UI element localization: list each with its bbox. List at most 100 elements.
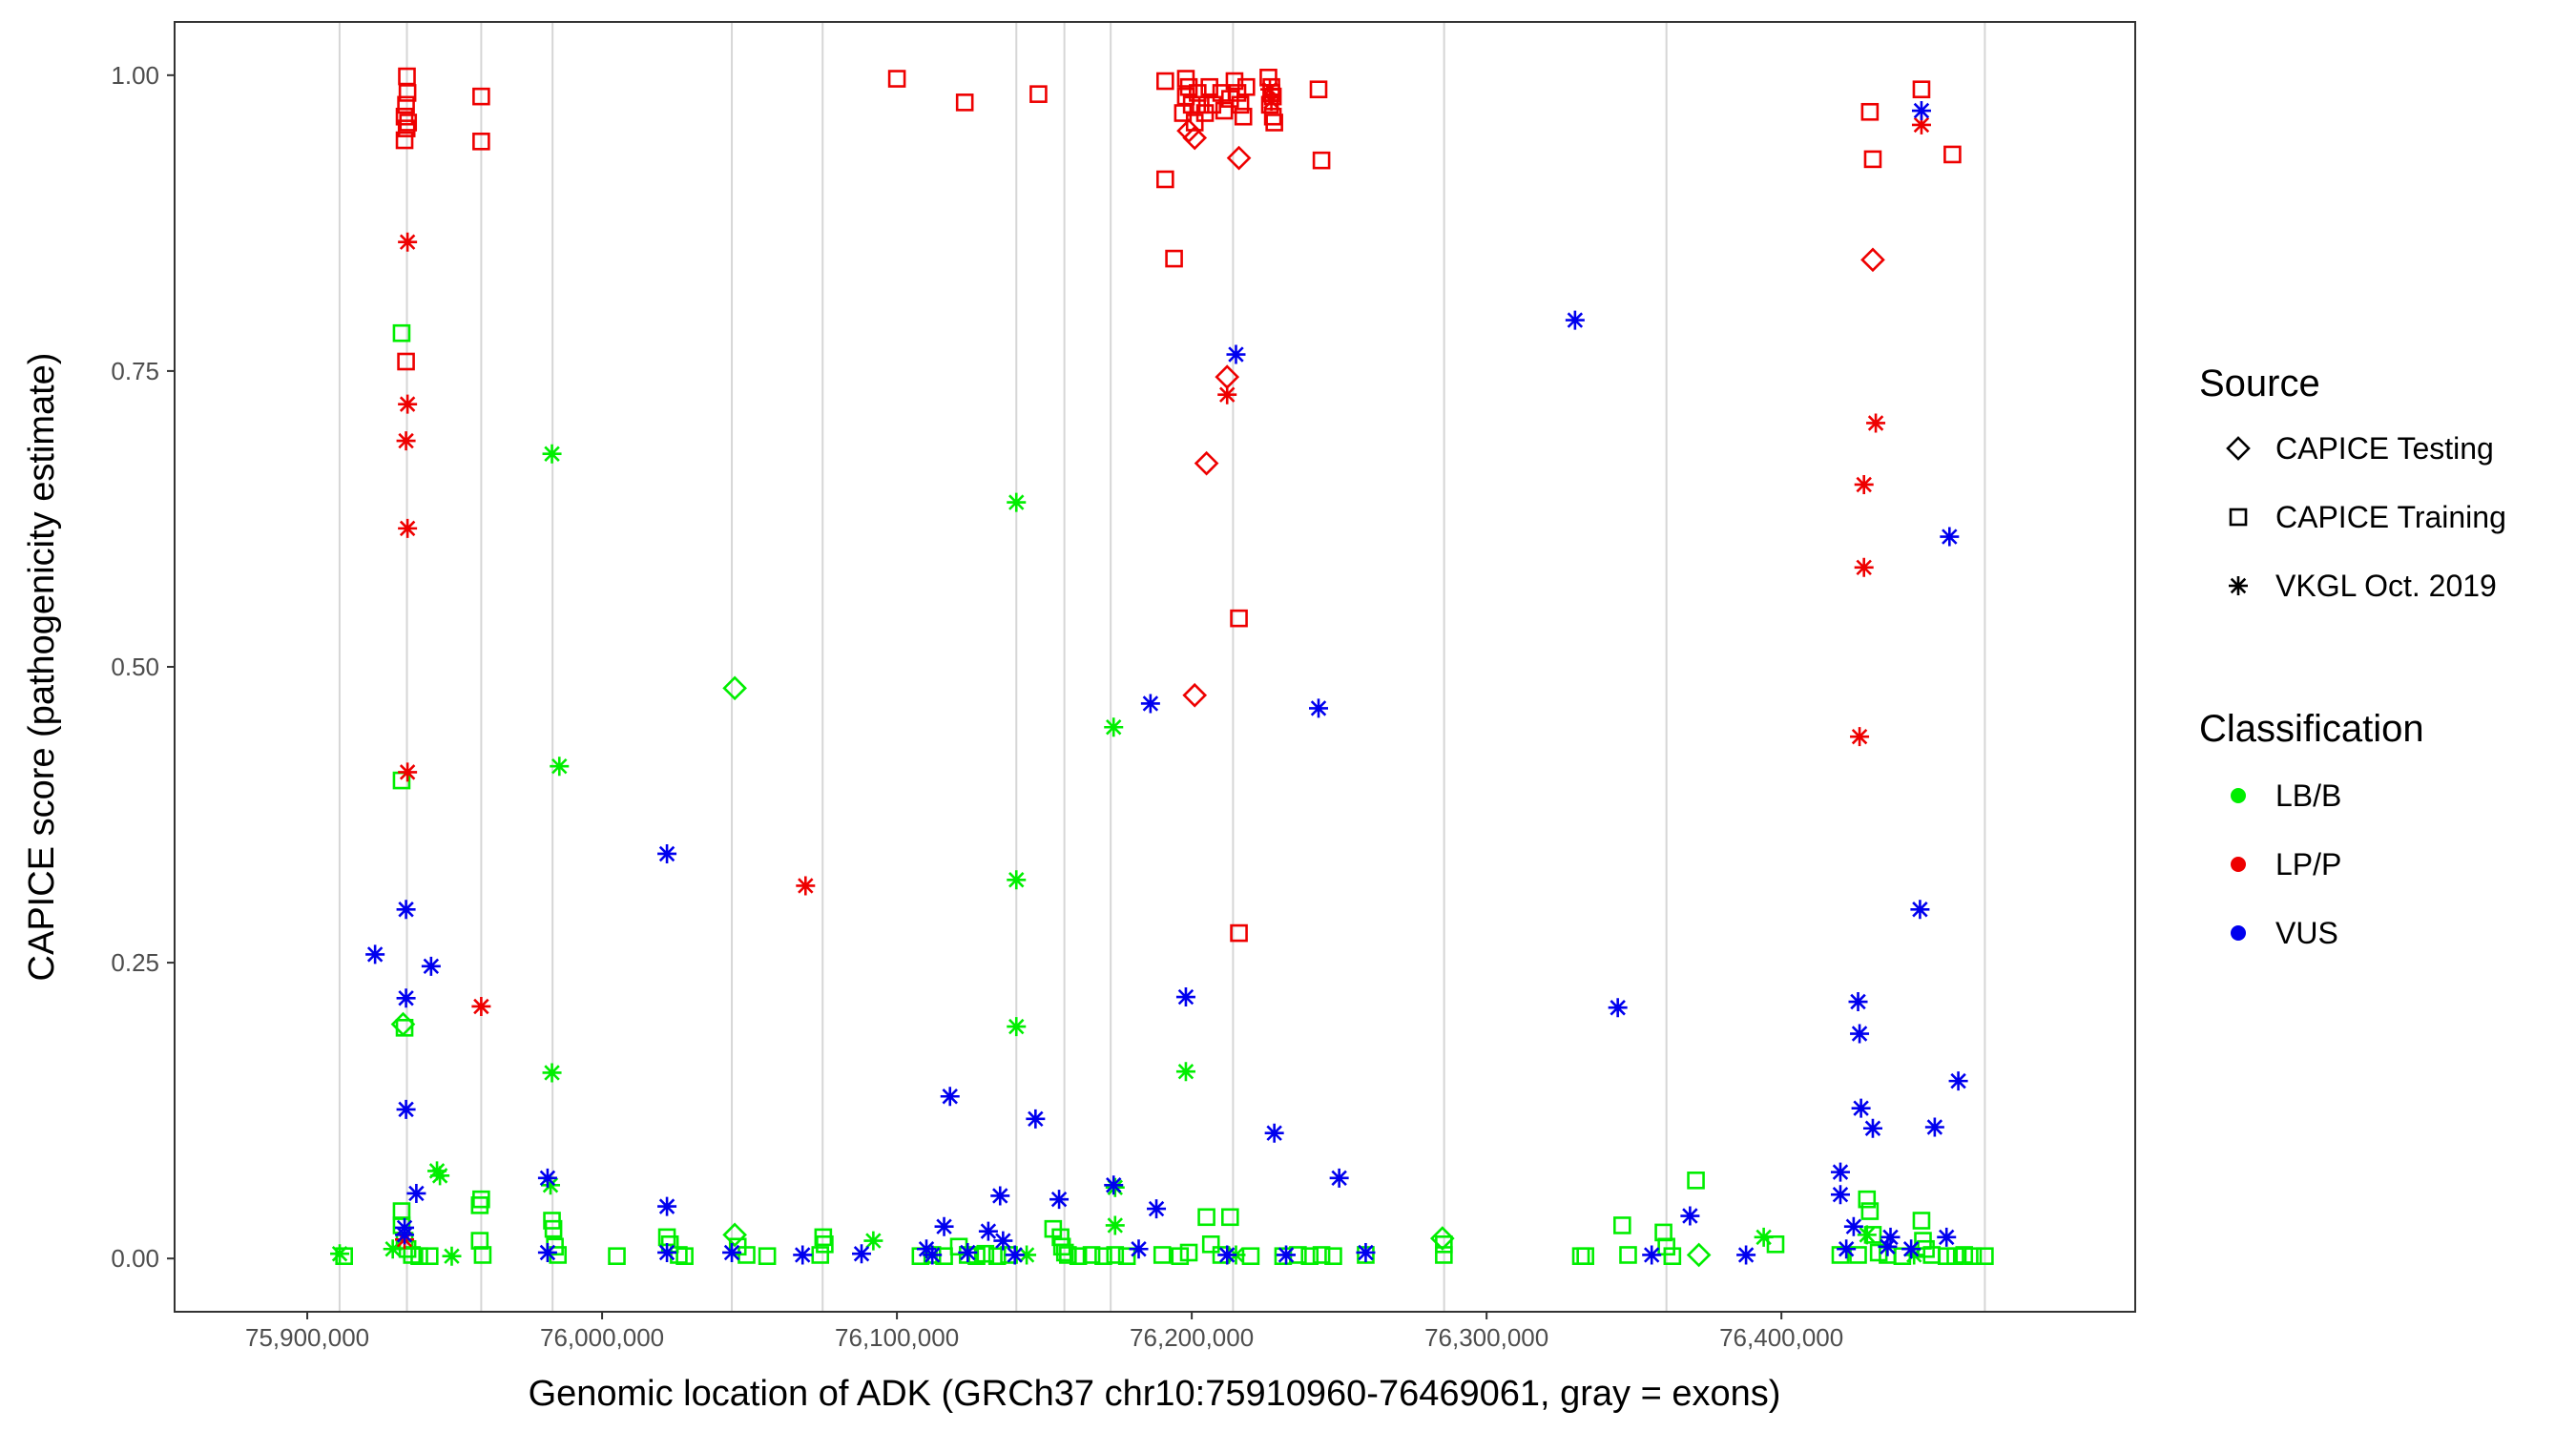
data-point — [722, 675, 747, 701]
data-point — [542, 1063, 562, 1083]
data-point — [473, 1246, 492, 1264]
data-point — [427, 1161, 447, 1181]
data-point — [1613, 1216, 1631, 1234]
data-point — [542, 444, 562, 464]
data-point — [608, 1247, 626, 1266]
data-point — [1185, 114, 1204, 132]
data-point — [1608, 998, 1628, 1018]
y-tick-label: 1.00 — [111, 61, 159, 90]
data-point — [1156, 170, 1174, 189]
data-point — [1976, 1247, 1994, 1266]
data-point — [1226, 344, 1246, 364]
data-point — [1329, 1168, 1349, 1188]
data-point — [1194, 450, 1219, 476]
data-point — [1156, 72, 1174, 91]
data-point — [1175, 1062, 1195, 1082]
legend-key-diamond-icon — [2226, 436, 2251, 461]
data-point — [1055, 1243, 1074, 1262]
data-point — [955, 93, 974, 112]
data-point — [1017, 1245, 1037, 1265]
x-tick-label: 76,400,000 — [1719, 1323, 1843, 1352]
data-point — [1049, 1190, 1070, 1210]
data-point — [1435, 1246, 1453, 1264]
data-point — [1878, 1236, 1898, 1256]
data-point — [1300, 1247, 1319, 1266]
legend-source-label: CAPICE Testing — [2275, 431, 2494, 466]
data-point — [1082, 1246, 1101, 1264]
data-point — [399, 114, 418, 132]
data-point — [1230, 609, 1248, 628]
data-point — [1094, 1247, 1112, 1266]
data-point — [722, 1222, 747, 1248]
data-point — [1231, 95, 1250, 114]
data-point — [1943, 145, 1962, 164]
data-point — [1837, 1239, 1857, 1259]
series-vus-vkgl-oct-2019 — [365, 101, 1968, 1265]
data-point — [470, 1196, 489, 1214]
data-point — [1312, 151, 1331, 170]
data-point — [395, 1019, 414, 1037]
data-point — [537, 1168, 557, 1188]
data-point — [1117, 1247, 1136, 1266]
legend-key-dot-icon — [2231, 857, 2246, 872]
data-point — [1230, 923, 1248, 943]
data-point — [657, 1196, 677, 1216]
data-point — [1201, 1234, 1220, 1254]
data-point — [1663, 1247, 1682, 1266]
data-point — [1576, 1247, 1594, 1266]
data-point — [396, 988, 416, 1008]
data-point — [1862, 1118, 1882, 1138]
data-point — [1619, 1246, 1637, 1264]
legend-key-square-icon — [2229, 508, 2248, 527]
data-point — [1901, 1239, 1922, 1259]
data-point — [978, 1221, 998, 1241]
data-point — [1830, 1185, 1850, 1205]
data-point — [987, 1247, 1007, 1266]
data-point — [1007, 1017, 1027, 1037]
data-point — [1854, 557, 1874, 577]
data-point — [365, 944, 385, 964]
data-point — [398, 518, 418, 538]
data-point — [541, 1175, 561, 1195]
legend-class-items: LB/B LP/P VUS — [2231, 778, 2341, 950]
x-tick-label: 75,900,000 — [245, 1323, 369, 1352]
data-point — [1147, 1199, 1167, 1219]
data-point — [811, 1246, 830, 1264]
data-point — [1182, 125, 1208, 151]
panel-background — [175, 22, 2135, 1312]
data-point — [990, 1186, 1010, 1206]
data-point — [1264, 1123, 1284, 1143]
data-point — [737, 1246, 756, 1264]
data-point — [442, 1246, 462, 1266]
legend-class-label: VUS — [2275, 916, 2338, 950]
data-point — [657, 843, 677, 863]
legend-key-dot-icon — [2231, 788, 2246, 803]
data-point — [1261, 92, 1281, 112]
data-point — [1850, 727, 1870, 747]
data-point — [758, 1247, 777, 1266]
legend-class-label: LP/P — [2275, 847, 2341, 881]
data-point — [1007, 492, 1027, 512]
data-point — [395, 1225, 415, 1245]
data-point — [1904, 1245, 1924, 1265]
data-point — [1912, 1212, 1931, 1230]
data-point — [1565, 310, 1585, 330]
data-point — [1104, 1175, 1124, 1195]
data-point — [1105, 1215, 1125, 1235]
data-point — [1153, 1246, 1172, 1264]
data-point — [1831, 1246, 1850, 1264]
data-point — [1911, 114, 1931, 135]
data-point — [1911, 101, 1931, 121]
data-point — [1260, 79, 1280, 99]
data-point — [1766, 1234, 1785, 1254]
x-tick-label: 76,200,000 — [1130, 1323, 1254, 1352]
data-point — [863, 1231, 883, 1251]
data-point — [1200, 77, 1218, 96]
data-point — [1754, 1227, 1774, 1247]
data-point — [1182, 682, 1208, 708]
data-point — [397, 119, 416, 137]
data-point — [1217, 1245, 1237, 1265]
data-point — [421, 1247, 439, 1266]
legend-key-asterisk-icon — [2229, 576, 2248, 595]
